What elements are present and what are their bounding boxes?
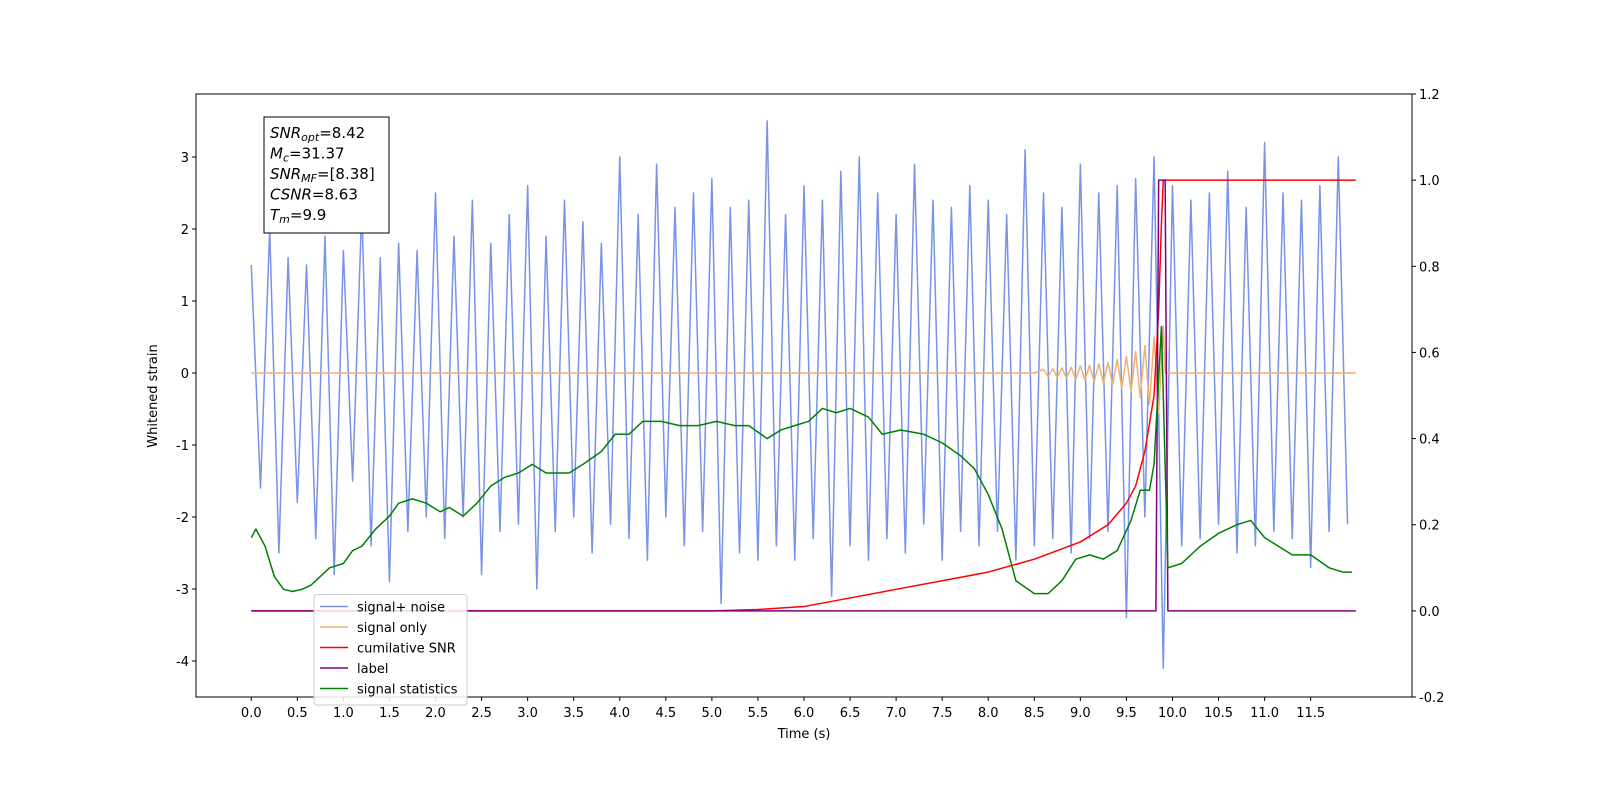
annotation-symbol: SNR (270, 165, 301, 183)
series-line (251, 179, 1356, 612)
annotation-symbol: SNR (270, 124, 301, 142)
x-tick-label: 10.5 (1204, 706, 1233, 721)
annotation-line: SNRMF=[8.38] (270, 165, 375, 185)
annotation-subscript: c (283, 151, 289, 164)
annotation-line: SNRopt=8.42 (270, 124, 365, 144)
annotation-line: CSNR=8.63 (270, 186, 358, 204)
x-tick-label: 3.0 (517, 706, 538, 721)
y2-tick-label: 0.4 (1419, 433, 1440, 448)
x-tick-label: 11.0 (1250, 706, 1279, 721)
x-tick-label: 11.5 (1296, 706, 1325, 721)
annotation-symbol: T (270, 206, 281, 224)
y2-tick-label: 0.8 (1419, 260, 1440, 275)
x-tick-label: 4.0 (609, 706, 630, 721)
y-tick-label: -4 (176, 655, 189, 670)
series-line (250, 325, 1353, 595)
annotation-symbol: M (270, 145, 283, 163)
annotation-value: =[8.38] (317, 165, 375, 183)
annotation-box (263, 116, 390, 234)
y-tick-label: 3 (181, 151, 189, 166)
annotation-line: Tm=9.9 (270, 206, 326, 226)
x-tick-label: 8.5 (1024, 706, 1045, 721)
x-tick-label: 9.0 (1070, 706, 1091, 721)
annotation-value: =31.37 (289, 145, 345, 163)
x-tick-label: 5.0 (702, 706, 723, 721)
annotation-value: =8.42 (319, 124, 365, 142)
y2-tick-label: 0.2 (1419, 519, 1440, 534)
y-tick-label: -2 (176, 511, 189, 526)
annotation-subscript: opt (301, 131, 320, 144)
legend-label: label (357, 662, 388, 677)
x-tick-label: 2.5 (471, 706, 492, 721)
legend-label: signal statistics (357, 683, 458, 698)
y2-tick-label: 1.2 (1419, 88, 1440, 103)
y-tick-label: -1 (176, 439, 189, 454)
annotation-value: =8.63 (312, 186, 358, 204)
x-tick-label: 10.0 (1158, 706, 1187, 721)
y2-tick-label: 1.0 (1419, 174, 1440, 189)
y2-tick-label: 0.0 (1419, 605, 1440, 620)
x-tick-label: 0.5 (287, 706, 308, 721)
x-tick-label: 7.5 (932, 706, 953, 721)
x-tick-label: 6.5 (840, 706, 861, 721)
x-tick-label: 9.5 (1116, 706, 1137, 721)
legend-label: signal+ noise (357, 601, 445, 616)
x-tick-label: 1.5 (379, 706, 400, 721)
annotation-value: =9.9 (290, 206, 326, 224)
x-axis-label: Time (s) (777, 727, 831, 742)
x-tick-label: 3.5 (563, 706, 584, 721)
annotation-subscript: MF (301, 172, 317, 185)
y-tick-label: 2 (181, 223, 189, 238)
y-tick-label: 1 (181, 295, 189, 310)
y-axis-label: Whitened strain (146, 344, 161, 447)
series-line (251, 179, 1356, 612)
annotation-subscript: m (279, 213, 290, 226)
y2-tick-label: -0.2 (1419, 691, 1444, 706)
x-tick-label: 5.5 (748, 706, 769, 721)
legend-box (313, 594, 468, 706)
x-tick-label: 2.0 (425, 706, 446, 721)
y-tick-label: -3 (176, 583, 189, 598)
x-tick-label: 8.0 (978, 706, 999, 721)
annotation-line: Mc=31.37 (270, 145, 345, 165)
series-line (250, 120, 1349, 669)
legend-label: signal only (357, 621, 427, 636)
x-tick-label: 7.0 (886, 706, 907, 721)
annotation-symbol: CSNR (270, 186, 312, 204)
x-tick-label: 1.0 (333, 706, 354, 721)
y-tick-label: 0 (181, 367, 189, 382)
series-line (251, 325, 1356, 415)
x-tick-label: 0.0 (241, 706, 262, 721)
x-tick-label: 6.0 (794, 706, 815, 721)
y2-tick-label: 0.6 (1419, 346, 1440, 361)
x-tick-label: 4.5 (655, 706, 676, 721)
legend-label: cumilative SNR (357, 642, 456, 657)
